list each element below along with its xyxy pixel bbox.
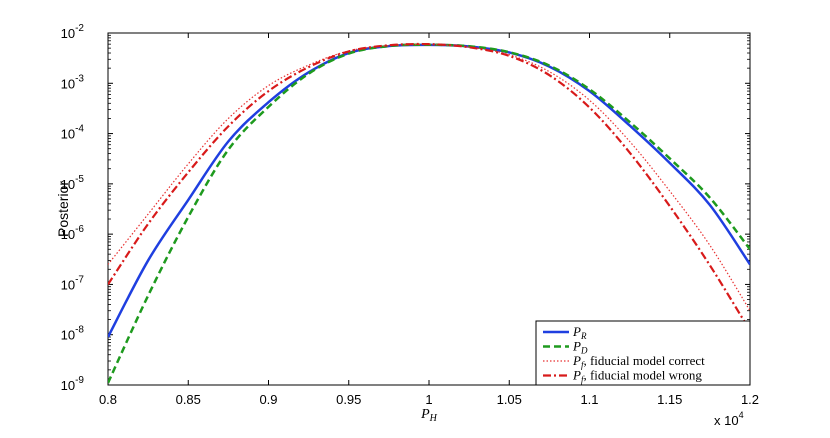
legend-label-suffix: , fiducial model correct	[583, 353, 705, 368]
y-tick-label: 10-9	[61, 375, 85, 393]
y-tick-label-base: 10	[61, 127, 75, 142]
legend-label-suffix: , fiducial model wrong	[583, 368, 702, 383]
y-tick-label: 10-4	[61, 124, 85, 142]
x-tick-label: 0.95	[336, 392, 361, 407]
series-layer	[108, 42, 750, 384]
y-tick-label-exp: -5	[75, 174, 84, 185]
y-tick-label-exp: -6	[75, 224, 84, 235]
x-multiplier-base: x 10	[714, 413, 739, 428]
x-tick-label: 1	[425, 392, 432, 407]
legend-label-Pf_wrong: Pf, fiducial model wrong	[572, 368, 702, 385]
x-axis-label: PH	[420, 407, 438, 424]
x-multiplier-exp: 4	[739, 410, 744, 420]
y-axis-label: Posterior	[55, 181, 71, 237]
y-tick-label-base: 10	[61, 227, 75, 242]
y-tick-label-base: 10	[61, 177, 75, 192]
y-tick-label-exp: -4	[75, 124, 84, 135]
x-tick-label: 1.05	[497, 392, 522, 407]
x-tick-labels: 0.8 0.85 0.9 0.95 1 1.05 1.1 1.15 1.2	[99, 392, 759, 407]
y-tick-label: 10-3	[61, 73, 85, 91]
legend-label-sub: f	[581, 360, 585, 370]
x-multiplier-label: x 104	[714, 410, 744, 428]
x-tick-label: 0.8	[99, 392, 117, 407]
legend-label-sub: D	[580, 346, 588, 356]
legend-label-main: P	[572, 353, 581, 368]
x-tick-label: 1.15	[657, 392, 682, 407]
legend-label-PD: PD	[572, 339, 588, 356]
legend-label-Pf_correct: Pf, fiducial model correct	[572, 353, 705, 370]
legend-label-main: P	[572, 339, 581, 354]
legend-label-sub: R	[580, 331, 587, 341]
y-tick-label-base: 10	[61, 76, 75, 91]
x-tick-label: 1.2	[741, 392, 759, 407]
y-tick-label-base: 10	[61, 378, 75, 393]
x-tick-label: 0.85	[176, 392, 201, 407]
x-axis-label-main: P	[420, 407, 430, 422]
series-line-Pf_wrong	[108, 42, 750, 332]
legend-label-sub: f	[581, 375, 585, 385]
y-tick-label: 10-6	[61, 224, 85, 242]
legend-label-PR: PR	[572, 324, 587, 341]
y-tick-label-exp: -2	[75, 23, 84, 34]
y-tick-label-base: 10	[61, 26, 75, 41]
y-tick-label-base: 10	[61, 277, 75, 292]
x-axis-label-sub: H	[429, 413, 438, 424]
y-tick-label: 10-2	[61, 23, 85, 41]
y-tick-label: 10-8	[61, 325, 85, 343]
y-tick-label-exp: -8	[75, 325, 84, 336]
y-tick-labels: 10-910-810-710-610-510-410-310-2	[61, 23, 85, 393]
legend-box	[535, 320, 751, 386]
y-tick-label-exp: -9	[75, 375, 84, 386]
x-tick-label: 0.9	[259, 392, 277, 407]
y-tick-label-exp: -3	[75, 73, 84, 84]
y-tick-label: 10-7	[61, 274, 85, 292]
y-tick-label-base: 10	[61, 328, 75, 343]
axis-ticks	[107, 32, 751, 386]
x-tick-label: 1.1	[580, 392, 598, 407]
legend-label-main: P	[572, 368, 581, 383]
legend-label-main: P	[572, 324, 581, 339]
y-tick-label: 10-5	[61, 174, 85, 192]
y-tick-label-exp: -7	[75, 274, 84, 285]
